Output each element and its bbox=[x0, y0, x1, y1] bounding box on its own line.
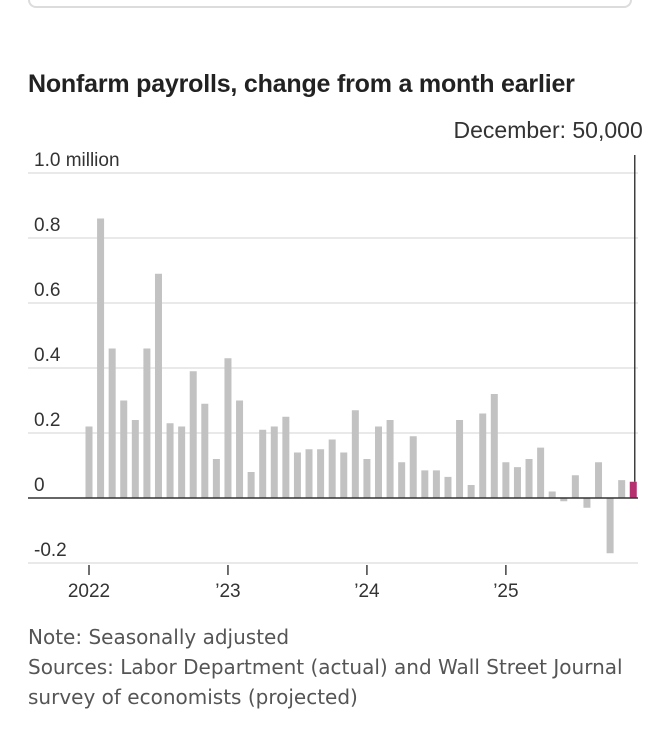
bar bbox=[571, 475, 579, 498]
top-card-edge bbox=[28, 0, 632, 8]
x-tick-label: 2022 bbox=[68, 581, 110, 602]
bar bbox=[525, 459, 533, 498]
y-tick-label: 0.4 bbox=[34, 345, 61, 366]
bar bbox=[490, 394, 498, 498]
y-tick-label: 0.2 bbox=[34, 410, 60, 431]
bar bbox=[467, 485, 475, 498]
bar bbox=[293, 452, 301, 498]
bar bbox=[305, 449, 313, 498]
bar bbox=[595, 462, 603, 498]
bar bbox=[351, 410, 359, 498]
x-tick-label: ’23 bbox=[215, 581, 240, 602]
bar bbox=[143, 348, 151, 498]
bar bbox=[282, 416, 290, 498]
bar bbox=[270, 426, 278, 498]
bar bbox=[131, 420, 139, 498]
annotation-label: December: 50,000 bbox=[454, 117, 643, 143]
bar bbox=[120, 400, 128, 498]
bar bbox=[166, 423, 174, 498]
bar bbox=[97, 218, 105, 498]
bar bbox=[85, 426, 93, 498]
y-tick-label: 0.8 bbox=[34, 215, 60, 236]
bar bbox=[340, 452, 348, 498]
bar bbox=[201, 403, 209, 498]
bar bbox=[398, 462, 406, 498]
bar bbox=[375, 426, 382, 498]
bar bbox=[618, 480, 626, 498]
bar bbox=[224, 358, 232, 498]
bar bbox=[502, 462, 510, 498]
bar bbox=[363, 459, 371, 498]
bar bbox=[236, 400, 244, 498]
bar bbox=[317, 449, 325, 498]
bar bbox=[537, 447, 545, 498]
bar bbox=[432, 470, 440, 498]
bar bbox=[629, 481, 637, 498]
bar bbox=[154, 273, 162, 498]
chart-title: Nonfarm payrolls, change from a month ea… bbox=[28, 70, 575, 98]
bar bbox=[606, 498, 614, 554]
x-tick-label: ’25 bbox=[493, 581, 518, 602]
bar bbox=[513, 467, 521, 498]
bar bbox=[259, 429, 267, 498]
bar bbox=[386, 420, 394, 498]
x-tick-label: ’24 bbox=[354, 581, 380, 602]
bar bbox=[583, 498, 591, 508]
y-tick-label: 1.0 million bbox=[34, 150, 120, 171]
y-tick-label: 0.6 bbox=[34, 280, 60, 301]
bar bbox=[409, 436, 417, 498]
bar bbox=[560, 498, 568, 502]
bar bbox=[178, 426, 186, 498]
y-tick-label: -0.2 bbox=[34, 540, 67, 561]
bar bbox=[479, 413, 487, 498]
bar bbox=[212, 459, 220, 498]
bar bbox=[189, 371, 197, 498]
bar bbox=[548, 491, 556, 498]
y-tick-label: 0 bbox=[34, 475, 45, 496]
bar bbox=[108, 348, 116, 498]
bar bbox=[421, 470, 429, 498]
note-text: Note: Seasonally adjusted bbox=[28, 625, 290, 649]
bar bbox=[444, 476, 452, 498]
sources-text: Sources: Labor Department (actual) and W… bbox=[28, 655, 623, 709]
bar bbox=[247, 472, 255, 498]
bar bbox=[456, 420, 464, 498]
bar bbox=[328, 439, 336, 498]
